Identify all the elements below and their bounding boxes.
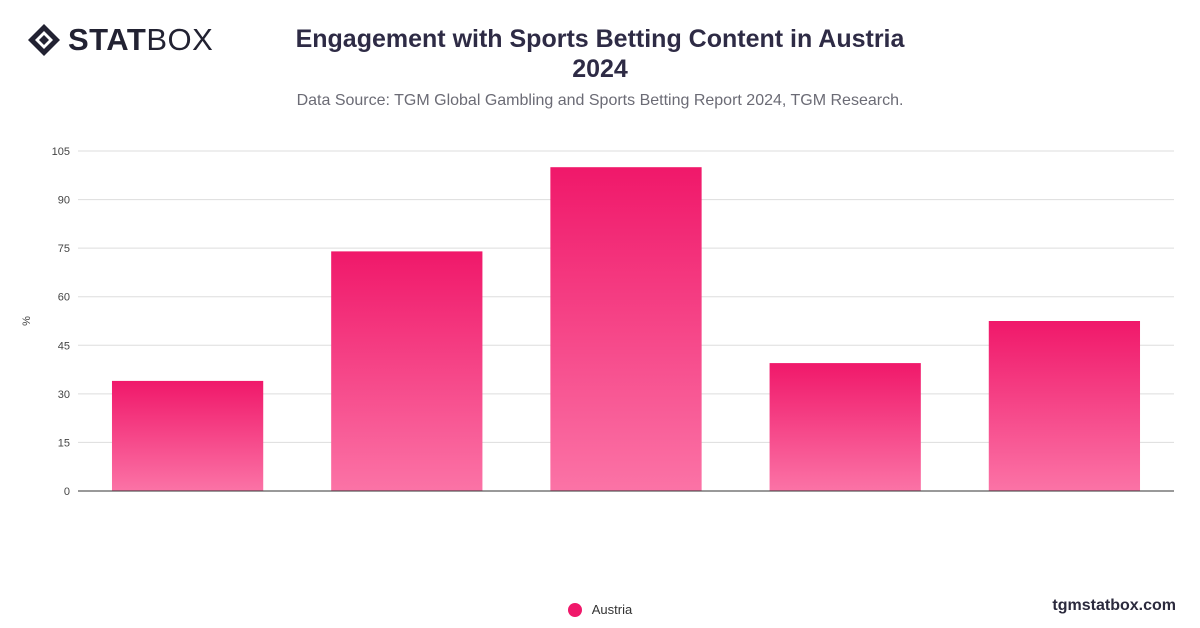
y-axis-ticks: 0 15 30 45 60 75 90 105 [52,146,70,498]
y-tick-label-30: 30 [58,389,70,401]
logo-text-stat: STAT [68,22,147,57]
y-tick-label-0: 0 [64,486,70,498]
bar-2[interactable] [331,251,483,491]
legend-label-austria: Austria [591,602,633,617]
chart-title-line2: 2024 [572,55,628,83]
y-tick-label-60: 60 [58,292,70,304]
logo-text: STATBOX [68,22,213,58]
bar-5[interactable] [988,321,1141,491]
bar-1[interactable] [111,380,264,491]
y-tick-label-15: 15 [58,437,70,449]
chart-title-line1: Engagement with Sports Betting Content i… [295,25,905,53]
chart-legend[interactable]: Austria [0,602,1200,617]
bar-4[interactable] [769,363,921,491]
bar-3[interactable] [550,167,702,491]
y-tick-label-45: 45 [58,340,70,352]
statbox-diamond-icon [28,24,60,56]
y-tick-label-75: 75 [58,243,70,255]
y-tick-label-105: 105 [52,146,70,158]
chart-title: Engagement with Sports Betting Content i… [250,24,950,84]
y-axis-label: % [21,316,33,326]
statbox-logo: STATBOX [26,22,213,58]
bars [111,167,1141,491]
legend-swatch-austria [567,602,582,617]
chart-subtitle: Data Source: TGM Global Gambling and Spo… [296,92,904,109]
footer-url[interactable]: tgmstatbox.com [1052,597,1176,614]
y-tick-label-90: 90 [58,195,70,207]
logo-text-box: BOX [146,22,214,57]
